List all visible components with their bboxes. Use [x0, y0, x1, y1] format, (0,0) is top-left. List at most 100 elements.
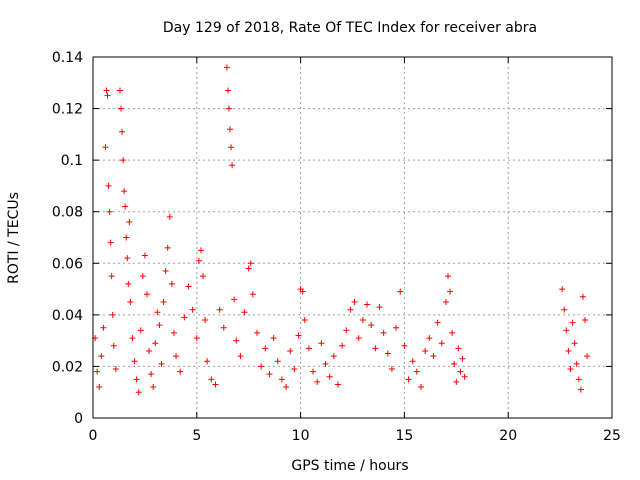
data-point	[202, 317, 209, 324]
data-point	[301, 317, 308, 324]
data-point	[322, 360, 329, 367]
data-point	[104, 92, 111, 99]
data-point	[584, 353, 591, 360]
data-point	[459, 355, 466, 362]
data-point	[274, 358, 281, 365]
data-point	[162, 268, 169, 275]
data-point	[189, 306, 196, 313]
data-point	[266, 371, 273, 378]
data-point	[110, 342, 117, 349]
data-point	[133, 376, 140, 383]
data-point	[422, 347, 429, 354]
data-point	[94, 368, 101, 375]
y-tick-label: 0.08	[52, 205, 83, 221]
data-point	[330, 353, 337, 360]
axis-ticks: 0 0.02 0.04 0.06 0.08 0.1 0.12 0.14 0 5 10 15 20 25	[52, 50, 621, 444]
data-point	[314, 378, 321, 385]
data-point	[413, 368, 420, 375]
data-point	[154, 309, 161, 316]
data-point	[295, 332, 302, 339]
x-tick-label: 15	[395, 428, 413, 444]
data-point	[126, 219, 133, 226]
data-point	[453, 378, 460, 385]
data-point	[430, 353, 437, 360]
data-point	[393, 324, 400, 331]
data-point	[177, 368, 184, 375]
data-point	[455, 345, 462, 352]
data-point	[364, 301, 371, 308]
data-point	[372, 345, 379, 352]
data-point	[579, 293, 586, 300]
data-point	[569, 319, 576, 326]
data-point	[212, 381, 219, 388]
data-point	[575, 376, 582, 383]
data-point	[118, 105, 125, 112]
data-point	[220, 324, 227, 331]
data-point	[195, 257, 202, 264]
data-point	[571, 340, 578, 347]
data-point	[103, 87, 110, 94]
data-point	[143, 291, 150, 298]
data-point	[181, 314, 188, 321]
data-point	[233, 337, 240, 344]
data-point	[216, 306, 223, 313]
data-point	[152, 340, 159, 347]
grid	[93, 57, 612, 418]
data-point	[131, 358, 138, 365]
data-point	[405, 376, 412, 383]
data-point	[228, 144, 235, 151]
data-point	[160, 298, 167, 305]
data-point	[305, 345, 312, 352]
data-point	[287, 347, 294, 354]
data-point	[434, 319, 441, 326]
data-point	[146, 347, 153, 354]
data-point	[376, 304, 383, 311]
y-tick-label: 0.1	[61, 153, 83, 169]
y-tick-label: 0.02	[52, 359, 83, 375]
data-point	[125, 280, 132, 287]
data-point	[347, 306, 354, 313]
data-point	[384, 350, 391, 357]
data-point	[355, 335, 362, 342]
data-point	[449, 329, 456, 336]
data-point	[148, 371, 155, 378]
data-point	[565, 347, 572, 354]
x-tick-label: 25	[603, 428, 621, 444]
data-point	[120, 157, 127, 164]
data-point	[122, 203, 129, 210]
y-tick-label: 0.04	[52, 308, 83, 324]
data-point	[229, 162, 236, 169]
chart-title: Day 129 of 2018, Rate Of TEC Index for r…	[163, 20, 537, 36]
data-point	[173, 353, 180, 360]
data-point	[343, 327, 350, 334]
data-point	[170, 329, 177, 336]
data-point	[409, 358, 416, 365]
data-point	[150, 384, 157, 391]
data-point	[582, 317, 589, 324]
data-point	[204, 358, 211, 365]
data-point	[283, 384, 290, 391]
x-tick-label: 10	[292, 428, 310, 444]
data-point	[225, 105, 232, 112]
data-point	[291, 366, 298, 373]
y-axis-title: ROTI / TECUs	[6, 192, 22, 284]
data-point	[241, 309, 248, 316]
data-point	[237, 353, 244, 360]
data-point	[339, 342, 346, 349]
data-point	[98, 353, 105, 360]
data-point	[141, 252, 148, 259]
data-point	[156, 322, 163, 329]
data-point	[129, 335, 136, 342]
data-point	[447, 288, 454, 295]
data-point	[108, 273, 115, 280]
data-point	[278, 376, 285, 383]
data-point	[247, 260, 254, 267]
x-tick-label: 20	[499, 428, 517, 444]
y-tick-label: 0.14	[52, 50, 83, 66]
data-point	[438, 340, 445, 347]
data-point	[457, 368, 464, 375]
data-point	[461, 373, 468, 380]
data-point	[197, 247, 204, 254]
data-point	[444, 273, 451, 280]
data-point	[418, 384, 425, 391]
